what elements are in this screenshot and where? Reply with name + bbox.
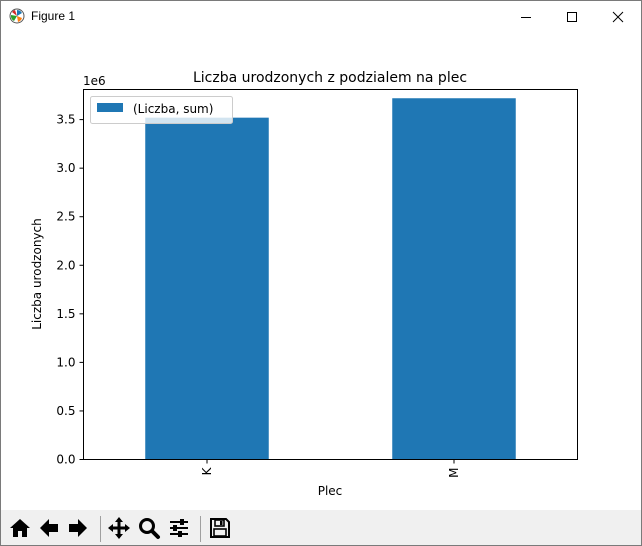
back-icon — [40, 519, 58, 537]
y-axis-offset-label: 1e6 — [83, 74, 106, 88]
axes-frame — [83, 89, 578, 460]
save-icon — [210, 518, 230, 538]
close-icon — [612, 11, 624, 22]
bar-chart: Liczba urodzonych z podzialem na plec 1e… — [30, 70, 578, 498]
x-tick-label: K — [200, 466, 214, 475]
title-bar[interactable]: Figure 1 — [1, 1, 641, 32]
x-axis-label: Plec — [318, 484, 343, 498]
forward-button[interactable] — [65, 515, 91, 541]
window-title: Figure 1 — [31, 9, 76, 23]
home-button[interactable] — [7, 515, 33, 541]
minimize-button[interactable] — [503, 1, 549, 32]
navigation-toolbar — [1, 510, 641, 545]
close-button[interactable] — [595, 1, 641, 32]
y-tick-label: 0.0 — [56, 453, 75, 467]
legend-frame — [90, 96, 233, 124]
legend-swatch — [97, 103, 123, 112]
bars-layer — [145, 98, 516, 460]
forward-icon — [69, 519, 87, 537]
maximize-button[interactable] — [549, 1, 595, 32]
home-icon — [10, 519, 30, 537]
zoom-button[interactable] — [136, 515, 162, 541]
toolbar-separator — [100, 516, 101, 542]
save-button[interactable] — [207, 515, 233, 541]
pan-button[interactable] — [106, 515, 132, 541]
y-ticks: 0.0 0.5 1.0 1.5 2.0 2.5 3.0 3.5 — [56, 113, 84, 467]
maximize-icon — [567, 11, 577, 22]
legend-label: (Liczba, sum) — [133, 102, 213, 116]
legend: (Liczba, sum) — [90, 96, 233, 124]
configure-subplots-icon — [170, 519, 188, 537]
y-tick-label: 2.5 — [56, 210, 75, 224]
back-button[interactable] — [36, 515, 62, 541]
y-tick-label: 3.0 — [56, 161, 75, 175]
pan-icon — [108, 517, 130, 539]
bar-m — [392, 98, 516, 460]
y-tick-label: 2.0 — [56, 258, 75, 272]
minimize-icon — [521, 16, 531, 18]
zoom-icon — [139, 518, 160, 539]
y-axis-label: Liczba urodzonych — [30, 218, 44, 330]
chart-title: Liczba urodzonych z podzialem na plec — [193, 70, 467, 86]
y-tick-label: 1.0 — [56, 355, 75, 369]
configure-subplots-button[interactable] — [166, 515, 192, 541]
x-tick-label: M — [447, 468, 461, 478]
figure-canvas[interactable]: Liczba urodzonych z podzialem na plec 1e… — [1, 32, 641, 510]
y-tick-label: 3.5 — [56, 113, 75, 127]
bar-k — [145, 117, 269, 460]
matplotlib-logo-icon — [9, 8, 25, 24]
toolbar-separator — [200, 516, 201, 542]
y-tick-label: 1.5 — [56, 307, 75, 321]
y-tick-label: 0.5 — [56, 404, 75, 418]
